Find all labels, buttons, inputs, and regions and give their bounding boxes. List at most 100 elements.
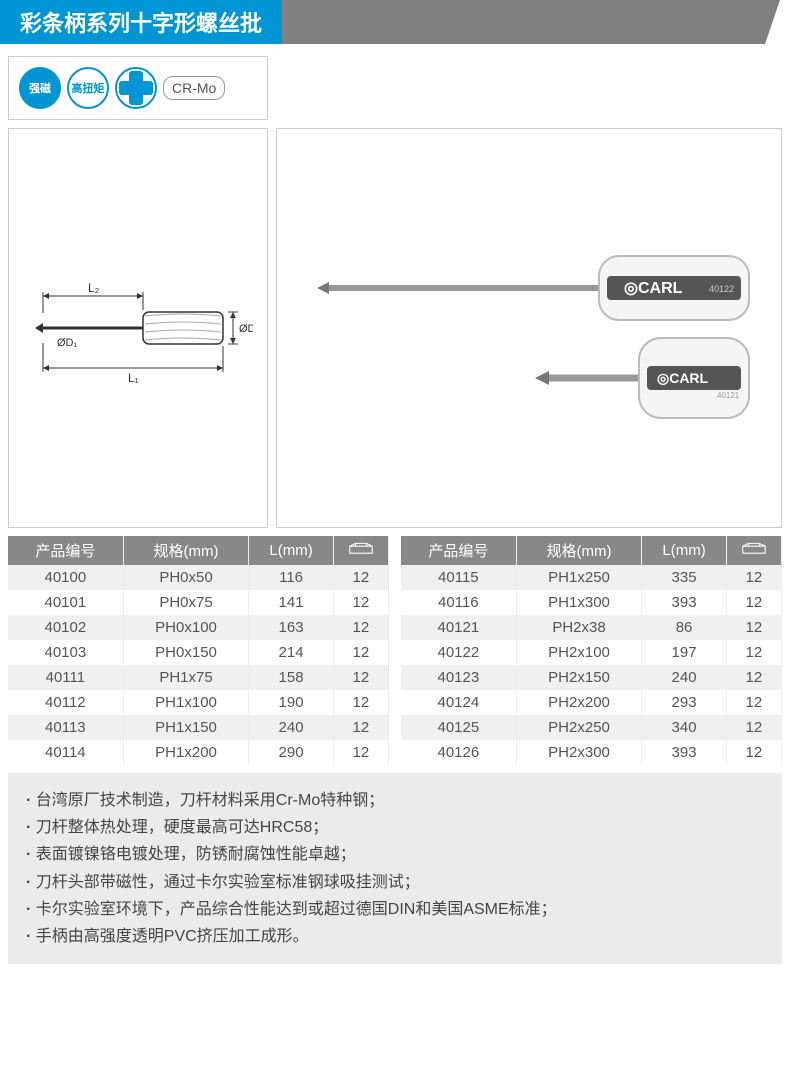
cell-q: 12	[726, 640, 781, 665]
cell-code: 40112	[8, 690, 123, 715]
cell-spec: PH1x300	[516, 590, 642, 615]
cell-l: 393	[642, 740, 726, 765]
cell-code: 40103	[8, 640, 123, 665]
page-title: 彩条柄系列十字形螺丝批	[0, 0, 282, 44]
col-length: L(mm)	[249, 536, 333, 565]
cell-q: 12	[333, 715, 388, 740]
cell-spec: PH1x150	[123, 715, 249, 740]
cell-spec: PH1x75	[123, 665, 249, 690]
table-row: 40103PH0x15021412	[8, 640, 389, 665]
product-code-2: 40121	[717, 391, 740, 400]
cell-code: 40122	[401, 640, 516, 665]
col-package	[333, 536, 388, 565]
cell-spec: PH2x38	[516, 615, 642, 640]
title-bar: 彩条柄系列十字形螺丝批	[0, 0, 790, 44]
cell-l: 141	[249, 590, 333, 615]
cell-l: 335	[642, 565, 726, 590]
table-row: 40102PH0x10016312	[8, 615, 389, 640]
table-row: 40122PH2x10019712	[401, 640, 782, 665]
cell-q: 12	[333, 690, 388, 715]
cell-code: 40121	[401, 615, 516, 640]
cell-q: 12	[726, 690, 781, 715]
cell-code: 40102	[8, 615, 123, 640]
cell-code: 40114	[8, 740, 123, 765]
magnetic-badge-icon: 强磁	[19, 67, 61, 109]
cell-code: 40124	[401, 690, 516, 715]
cell-code: 40116	[401, 590, 516, 615]
cell-l: 190	[249, 690, 333, 715]
brand-label-1: ◎CARL	[624, 280, 683, 297]
title-gray-extension	[282, 0, 780, 44]
col-length: L(mm)	[642, 536, 726, 565]
cell-l: 393	[642, 590, 726, 615]
product-notes: 台湾原厂技术制造，刀杆材料采用Cr-Mo特种钢；刀杆整体热处理，硬度最高可达HR…	[8, 773, 782, 964]
cell-spec: PH2x200	[516, 690, 642, 715]
table-row: 40121PH2x388612	[401, 615, 782, 640]
cell-q: 12	[726, 740, 781, 765]
cell-l: 158	[249, 665, 333, 690]
cell-spec: PH1x200	[123, 740, 249, 765]
cell-code: 40125	[401, 715, 516, 740]
cell-spec: PH0x75	[123, 590, 249, 615]
cell-l: 197	[642, 640, 726, 665]
cell-q: 12	[333, 740, 388, 765]
cell-l: 340	[642, 715, 726, 740]
cell-l: 116	[249, 565, 333, 590]
cell-l: 293	[642, 690, 726, 715]
label-l1: L₁	[128, 371, 139, 385]
note-item: 台湾原厂技术制造，刀杆材料采用Cr-Mo特种钢；	[26, 787, 764, 814]
table-row: 40111PH1x7515812	[8, 665, 389, 690]
product-photo-box: ◎CARL 40122 ◎CARL 40121	[276, 128, 782, 528]
note-item: 卡尔实验室环境下，产品综合性能达到或超过德国DIN和美国ASME标准；	[26, 896, 764, 923]
cell-q: 12	[726, 665, 781, 690]
cell-spec: PH2x150	[516, 665, 642, 690]
col-spec: 规格(mm)	[516, 536, 642, 565]
table-row: 40125PH2x25034012	[401, 715, 782, 740]
phillips-cross-icon	[115, 67, 157, 109]
cell-spec: PH2x300	[516, 740, 642, 765]
col-code: 产品编号	[8, 536, 123, 565]
cell-spec: PH1x100	[123, 690, 249, 715]
cell-q: 12	[333, 590, 388, 615]
label-d1: ØD₁	[57, 337, 78, 349]
label-d2: ØD₂	[239, 323, 253, 335]
torque-badge-icon: 高扭矩	[67, 67, 109, 109]
cell-q: 12	[726, 590, 781, 615]
label-l2: L₂	[88, 281, 100, 295]
table-row: 40101PH0x7514112	[8, 590, 389, 615]
table-row: 40116PH1x30039312	[401, 590, 782, 615]
cell-spec: PH2x100	[516, 640, 642, 665]
cell-code: 40100	[8, 565, 123, 590]
note-item: 刀杆头部带磁性，通过卡尔实验室标准钢球吸挂测试；	[26, 869, 764, 896]
table-row: 40124PH2x20029312	[401, 690, 782, 715]
dimension-diagram: L₂ L₁ ØD₁ ØD₂	[8, 128, 268, 528]
cell-spec: PH0x150	[123, 640, 249, 665]
cell-code: 40113	[8, 715, 123, 740]
cell-code: 40126	[401, 740, 516, 765]
table-row: 40100PH0x5011612	[8, 565, 389, 590]
cell-q: 12	[333, 615, 388, 640]
cell-q: 12	[726, 615, 781, 640]
spec-table-left: 产品编号 规格(mm) L(mm) 40100PH0x501161240101P…	[8, 536, 389, 765]
spec-table-right: 产品编号 规格(mm) L(mm) 40115PH1x2503351240116…	[401, 536, 782, 765]
cell-q: 12	[726, 715, 781, 740]
col-code: 产品编号	[401, 536, 516, 565]
note-item: 手柄由高强度透明PVC挤压加工成形。	[26, 923, 764, 950]
cell-q: 12	[726, 565, 781, 590]
note-item: 表面镀镍铬电镀处理，防锈耐腐蚀性能卓越；	[26, 841, 764, 868]
cell-l: 86	[642, 615, 726, 640]
cell-code: 40101	[8, 590, 123, 615]
table-row: 40126PH2x30039312	[401, 740, 782, 765]
table-row: 40112PH1x10019012	[8, 690, 389, 715]
cell-spec: PH0x100	[123, 615, 249, 640]
product-code-1: 40122	[709, 284, 734, 294]
col-spec: 规格(mm)	[123, 536, 249, 565]
cell-l: 290	[249, 740, 333, 765]
cell-l: 240	[249, 715, 333, 740]
cell-spec: PH2x250	[516, 715, 642, 740]
spec-tables: 产品编号 规格(mm) L(mm) 40100PH0x501161240101P…	[8, 536, 782, 765]
cell-q: 12	[333, 565, 388, 590]
cell-spec: PH0x50	[123, 565, 249, 590]
table-row: 40113PH1x15024012	[8, 715, 389, 740]
cell-spec: PH1x250	[516, 565, 642, 590]
